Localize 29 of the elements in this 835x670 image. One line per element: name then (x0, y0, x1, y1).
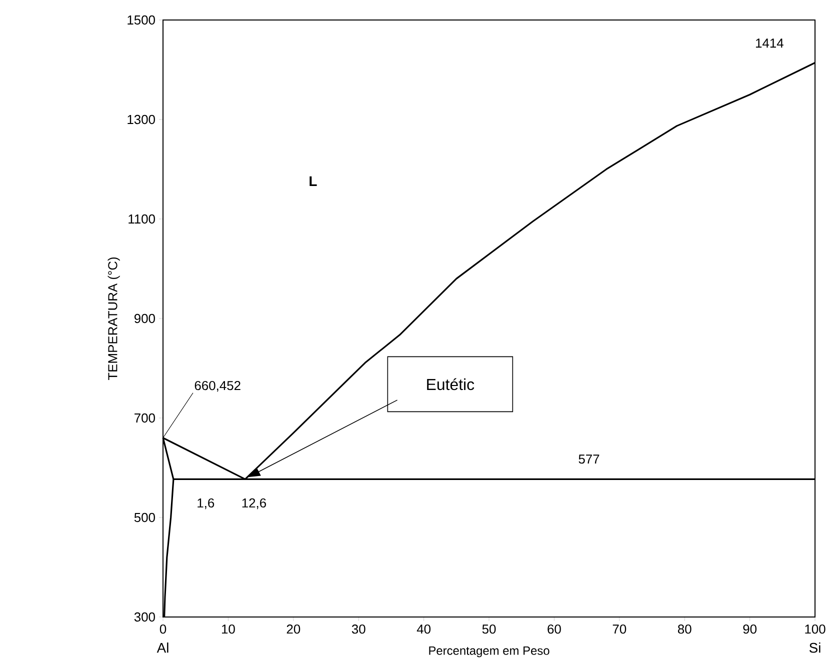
x-tick-label: 90 (743, 624, 757, 634)
annotation: 1,6 (198, 498, 214, 510)
y-tick-label: 300 (134, 612, 155, 622)
x-tick-label: 30 (352, 624, 366, 634)
x-tick-label: 0 (160, 624, 166, 634)
y-tick-label: 1100 (128, 214, 155, 224)
x-tick-label: 100 (805, 624, 826, 634)
y-tick-label: 500 (134, 512, 155, 522)
y-tick-label: 700 (134, 413, 155, 423)
x-tick-label: 40 (416, 624, 431, 634)
x-tick-label: 10 (222, 624, 235, 634)
x-tick-label: 70 (612, 624, 626, 634)
x-axis-title: Percentagem em Peso (429, 646, 550, 658)
annotation: 577 (578, 454, 600, 464)
text: Al (156, 642, 168, 653)
y-tick-label: 1500 (128, 15, 155, 25)
annotation: 660,452 (194, 380, 240, 392)
annotation: Eutétic (427, 378, 474, 390)
x-tick-label: 60 (548, 624, 561, 634)
y-tick-label: 900 (134, 314, 155, 324)
x-tick-label: 80 (678, 624, 692, 634)
x-tick-label: 20 (286, 624, 300, 634)
x-tick-label: 50 (482, 624, 496, 634)
y-tick-label: 1300 (128, 114, 155, 124)
annotation: 12,6 (242, 498, 266, 510)
text: Si (809, 642, 820, 653)
annotation: 1414 (756, 38, 784, 48)
annotation: L (310, 176, 317, 186)
y-axis-title: TEMPERATURA (°C) (108, 257, 120, 380)
